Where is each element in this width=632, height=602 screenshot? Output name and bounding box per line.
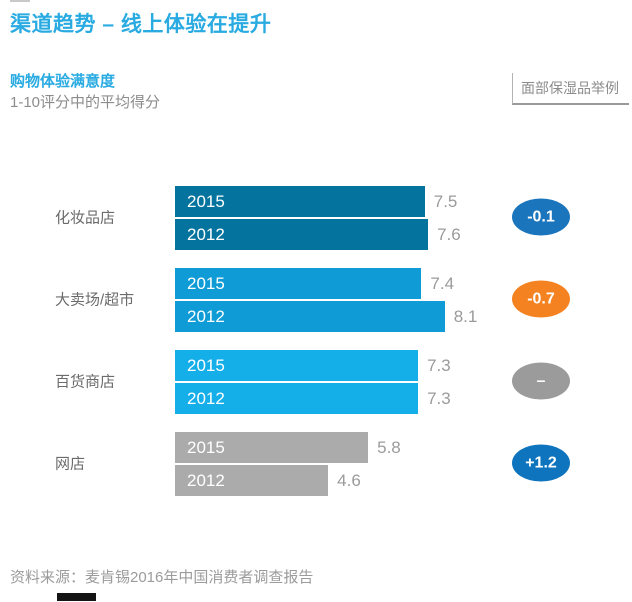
- bar-value-label: 7.5: [433, 191, 458, 211]
- bar: 2012: [175, 465, 329, 496]
- bar-value-label: 4.6: [337, 470, 361, 490]
- bar: 2012: [175, 383, 419, 414]
- bar-row: 2015 5.8: [175, 431, 401, 464]
- chart-group: 化妆品店 2015 7.5 2012 7.6 -0.1: [0, 185, 632, 251]
- bar: 2015: [175, 350, 419, 381]
- bar-row: 2012 7.6: [175, 218, 461, 251]
- change-badge: –: [512, 362, 570, 400]
- bar-value-label: 5.8: [377, 437, 401, 457]
- chart-group: 百货商店 2015 7.3 2012 7.3 –: [0, 349, 632, 415]
- chart-group: 网店 2015 5.8 2012 4.6 +1.2: [0, 431, 632, 497]
- category-label: 百货商店: [55, 373, 116, 391]
- bar-value-label: 7.4: [430, 273, 455, 293]
- bar-pair: 2015 7.4 2012 8.1: [175, 267, 477, 333]
- bar-row: 2012 4.6: [175, 464, 401, 497]
- bar-pair: 2015 7.5 2012 7.6: [175, 185, 461, 251]
- bar: 2015: [175, 432, 369, 463]
- chart-group: 大卖场/超市 2015 7.4 2012 8.1 -0.7: [0, 267, 632, 333]
- bar: 2012: [175, 219, 429, 250]
- cropped-text-fragment: [10, 0, 30, 2]
- bar: 2015: [175, 186, 425, 217]
- bar-year-label: 2015: [187, 191, 225, 211]
- satisfaction-bar-chart: 化妆品店 2015 7.5 2012 7.6 -0.1 大卖场/超市 2015 7.4 2012 8…: [0, 185, 632, 497]
- bar: 2012: [175, 301, 445, 332]
- bar-row: 2015 7.3: [175, 349, 451, 382]
- bar-year-label: 2012: [187, 306, 225, 326]
- change-badge: -0.1: [512, 198, 570, 236]
- bar-row: 2015 7.4: [175, 267, 477, 300]
- example-tag: 面部保湿品举例: [512, 73, 629, 105]
- category-label: 网店: [55, 455, 86, 473]
- bar-row: 2015 7.5: [175, 185, 461, 218]
- bar-value-label: 8.1: [453, 306, 478, 326]
- source-line: 资料来源：麦肯锡2016年中国消费者调查报告: [10, 569, 314, 586]
- bar-year-label: 2012: [187, 470, 225, 490]
- bar-year-label: 2015: [187, 355, 225, 375]
- chart-subtitle: 1-10评分中的平均得分: [10, 94, 161, 111]
- bar-year-label: 2015: [187, 437, 225, 457]
- bar-year-label: 2012: [187, 388, 225, 408]
- bar-row: 2012 8.1: [175, 300, 477, 333]
- bar-value-label: 7.3: [427, 355, 451, 375]
- bar-year-label: 2015: [187, 273, 225, 293]
- bar-value-label: 7.3: [427, 388, 451, 408]
- change-badge: -0.7: [512, 280, 570, 318]
- bar: 2015: [175, 268, 422, 299]
- bar-pair: 2015 7.3 2012 7.3: [175, 349, 451, 415]
- bar-pair: 2015 5.8 2012 4.6: [175, 431, 401, 497]
- bar-value-label: 7.6: [437, 224, 461, 244]
- category-label: 大卖场/超市: [55, 291, 135, 309]
- bar-row: 2012 7.3: [175, 382, 451, 415]
- change-badge: +1.2: [512, 444, 570, 482]
- bar-year-label: 2012: [187, 224, 225, 244]
- footer-bar: [57, 593, 96, 601]
- chart-title: 购物体验满意度: [10, 73, 116, 90]
- category-label: 化妆品店: [55, 209, 116, 227]
- page-title: 渠道趋势 – 线上体验在提升: [10, 13, 272, 36]
